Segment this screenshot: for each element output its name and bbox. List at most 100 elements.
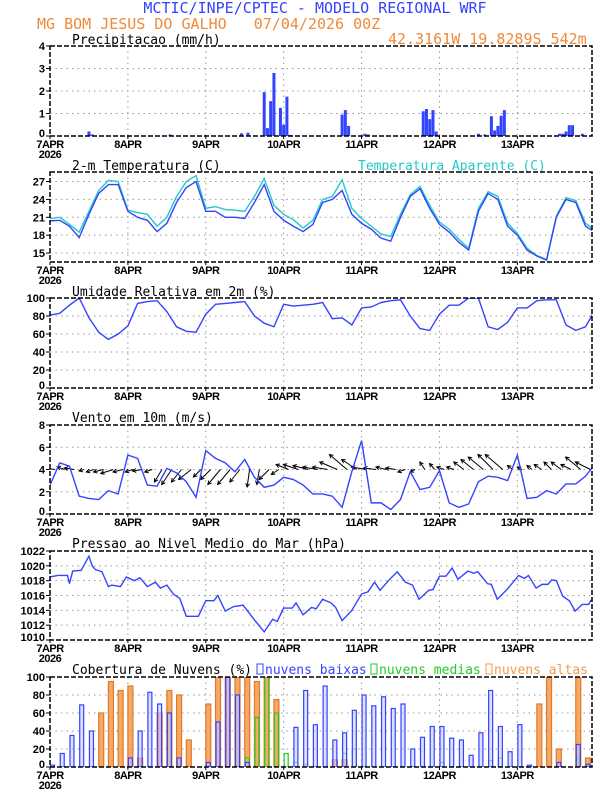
low-cloud-bar [507,751,513,767]
legend-swatch-low [256,663,264,675]
wind-vector [283,464,299,470]
y-tick-label: 24 [33,194,46,206]
precip-bar [476,133,480,136]
y-tick-label: 2 [39,86,45,98]
low-cloud-bar [293,726,299,767]
wind-vector-head [396,468,402,474]
x-tick-label: 8APR [114,643,142,655]
wind-vector-head [445,465,451,471]
x-tick-label: 12APR [423,139,457,151]
low-cloud-bar [137,730,143,767]
x-tick-label: 13APR [501,517,535,529]
low-cloud-bar [458,739,465,767]
pressure-title: Pressao ao Nivel Medio do Mar (hPa) [72,537,346,552]
y-tick-label: 1020 [21,561,45,573]
wind-vector [132,469,143,472]
wind-vector [229,469,241,483]
legend-low-clouds: nuvens baixas [265,663,367,678]
precip-bar [343,110,347,136]
low-cloud-bar [371,705,377,767]
medium-cloud-bar [273,712,280,767]
x-tick-label: 12APR [423,265,457,277]
humidity-line [50,298,592,341]
low-cloud-bar [59,752,65,767]
low-cloud-bar [478,732,484,767]
low-cloud-bar [69,734,75,767]
precip-bar [239,133,243,136]
precip-bar [278,107,282,136]
low-cloud-bar [575,743,581,767]
precip-title: Precipitacao (mm/h) [72,33,221,48]
precip-bar [558,133,562,136]
y-tick-label: 0 [39,506,45,518]
wind-vector-head [282,463,288,468]
header-coordinates: 42.3161W 19.8289S 542m [388,30,587,48]
precip-bar [567,125,571,136]
wind-vector [275,464,289,470]
low-cloud-bar [79,704,85,767]
high-cloud-bar [555,748,562,767]
wind-vector-head [56,465,62,471]
precip-bar [366,134,370,136]
wind-vector-head [143,468,149,474]
precip-bar [489,116,493,136]
high-cloud-bar [536,703,543,767]
low-cloud-bar [215,721,221,767]
wind-vector [207,469,221,485]
wind-vector-head [340,458,346,464]
wind-vector [419,461,426,470]
x-tick-label: 7APR [36,391,64,403]
wind-vector-head [564,456,570,461]
low-cloud-bar [341,732,348,767]
high-cloud-bar [244,677,251,767]
precip-bar [580,133,584,136]
precip-bar [168,134,172,136]
wind-vector [351,466,367,470]
x-tick-label: 8APR [114,391,142,403]
wind-vector [319,461,338,470]
wind-vector [171,469,182,483]
wind-vector-head [258,475,264,481]
x-tick-label: 12APR [423,391,457,403]
precip-bar [363,133,367,136]
humidity-panel: 0 20 40 60 80 100 7APR 8APR 9APR 10APR 11APR 12APR 1… [27,293,593,413]
wind-vector [256,469,260,485]
y-tick-label: 1014 [21,605,46,617]
precip-bar [496,125,500,136]
x-tick-label: 8APR [114,265,142,277]
x-tick-label: 9APR [192,139,220,151]
wind-vector-head [131,468,137,473]
wind-vector-head [526,464,531,470]
low-cloud-bar [410,748,416,767]
wind-panel: 0 2 4 6 8 7APR 8APR 9APR 10APR 11APR 12APR 13APR 202… [36,420,593,539]
low-cloud-bar [497,725,503,767]
wind-vector [50,468,55,470]
legend-medium-clouds: nuvens medias [379,663,481,678]
low-cloud-bar [312,724,318,767]
wind-vector-head [384,466,390,471]
y-tick-label: 1016 [21,591,45,603]
year-label: 2026 [39,275,62,287]
precip-bar [90,134,94,136]
wind-vector-head [374,465,380,471]
wind-vector [484,454,504,470]
precip-panel: 0 1 2 3 4 7APR 8APR 9APR 10APR 11APR 12APR 13APR 202… [36,41,593,161]
low-cloud-bar [526,764,533,767]
y-tick-label: 40 [33,726,45,738]
wind-vector [258,469,270,480]
year-label: 2026 [39,149,62,161]
y-tick-label: 80 [33,690,45,702]
y-tick-label: 1010 [21,632,45,644]
wind-vector [560,464,572,470]
wind-vector [533,464,542,470]
wind-vector [385,467,396,470]
year-label: 2026 [39,780,62,792]
wind-vector-head [192,473,198,478]
pressure-frame [49,550,593,641]
y-tick-label: 60 [33,329,45,341]
wind-vector [144,469,153,473]
header-location-date: MG BOM JESUS DO GALHO 07/04/2026 00Z [37,15,380,33]
wind-vector [178,469,192,480]
wind-vector [397,469,406,473]
wind-vector [217,469,231,485]
